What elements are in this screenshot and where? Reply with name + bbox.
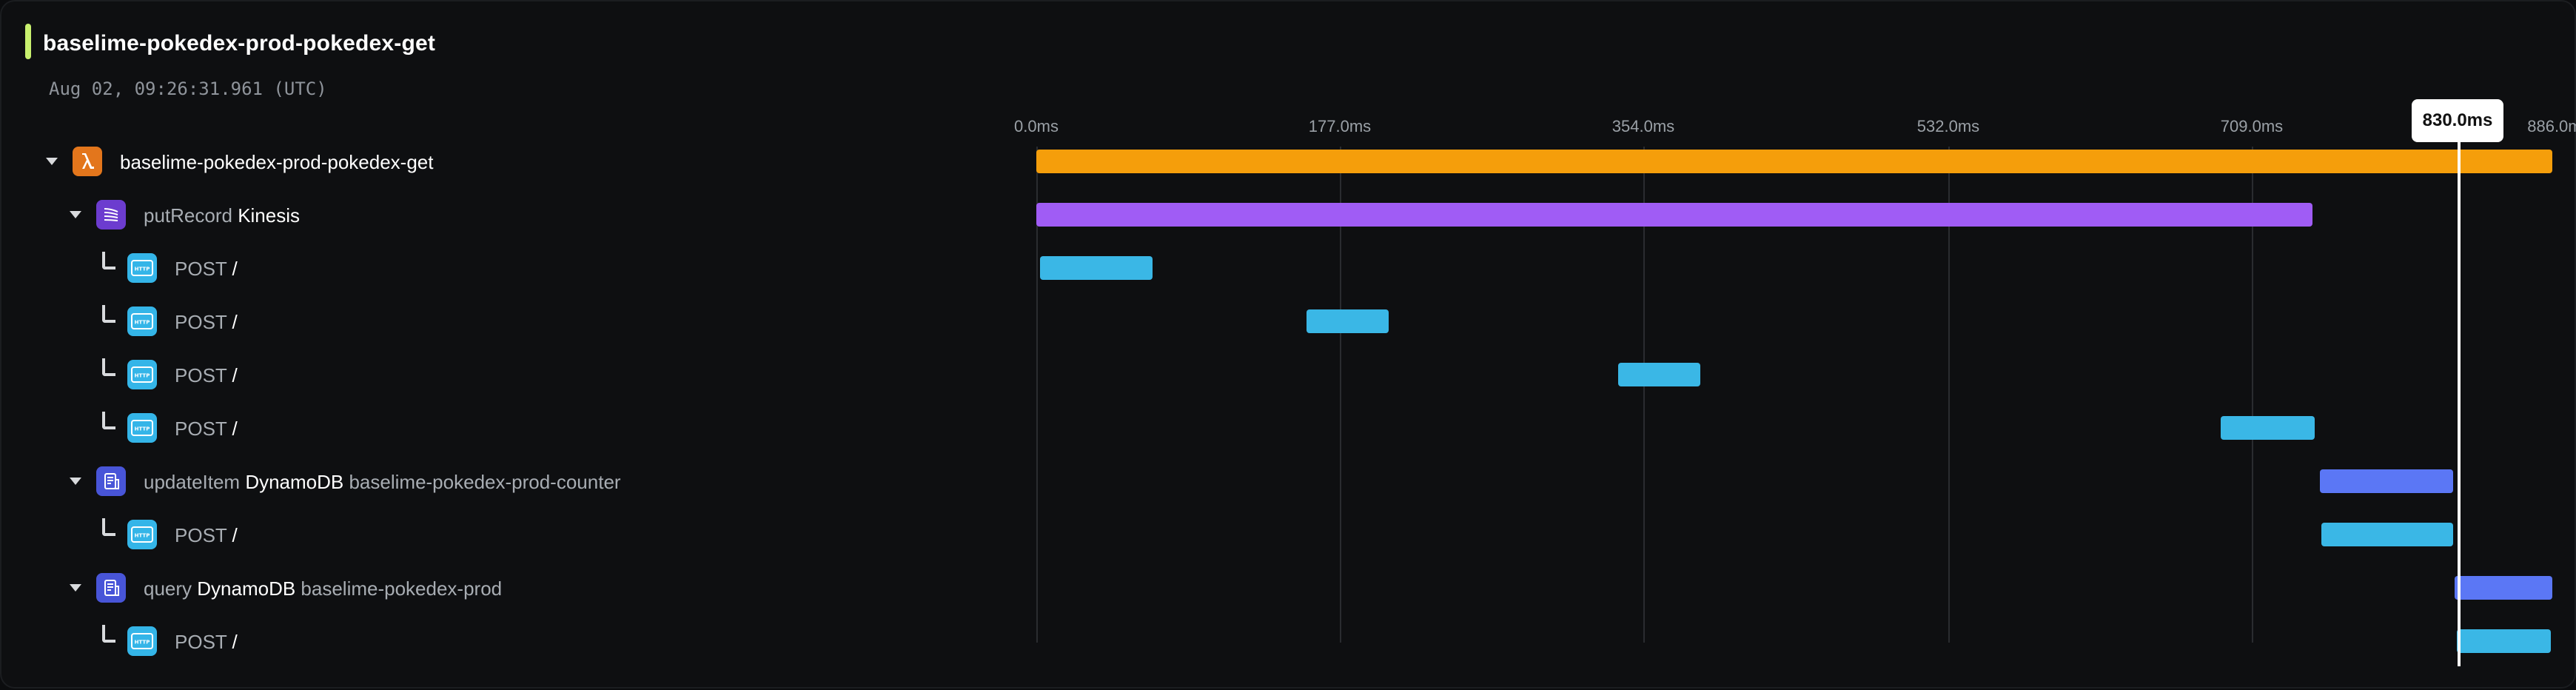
tick-label: 354.0ms (1611, 117, 1675, 135)
gridline (2252, 147, 2253, 643)
tree-connector (102, 305, 115, 323)
span-service: DynamoDB (240, 471, 344, 493)
tree-connector (102, 518, 115, 536)
span-bar[interactable] (1039, 256, 1153, 280)
span-bar[interactable] (2321, 523, 2453, 546)
trace-timestamp: Aug 02, 09:26:31.961 (UTC) (49, 78, 327, 99)
http-icon: HTTP (127, 253, 157, 283)
http-icon: HTTP (127, 307, 157, 336)
tree-connector (102, 358, 115, 376)
span-bar[interactable] (2455, 576, 2552, 600)
span-label[interactable]: POST / (175, 418, 238, 441)
http-icon: HTTP (127, 413, 157, 443)
span-service: / (227, 258, 238, 280)
http-icon: HTTP (127, 520, 157, 549)
span-operation: POST (175, 418, 227, 440)
span-bar[interactable] (2220, 416, 2315, 440)
span-operation: POST (175, 524, 227, 546)
tick-label: 0.0ms (1014, 117, 1059, 135)
svg-text:HTTP: HTTP (135, 320, 150, 326)
lambda-icon (73, 147, 102, 176)
span-service: Kinesis (232, 204, 301, 227)
http-icon: HTTP (127, 360, 157, 389)
expand-caret-icon[interactable] (70, 211, 81, 218)
svg-text:HTTP: HTTP (135, 640, 150, 646)
span-service: DynamoDB (192, 577, 296, 600)
svg-text:HTTP: HTTP (135, 533, 150, 539)
tick-label: 532.0ms (1916, 117, 1980, 135)
span-bar[interactable] (2319, 469, 2453, 493)
span-operation: POST (175, 631, 227, 653)
span-label[interactable]: POST / (175, 311, 238, 334)
span-operation: query (144, 577, 192, 600)
expand-caret-icon[interactable] (70, 478, 81, 485)
span-label[interactable]: POST / (175, 364, 238, 387)
span-operation: baselime-pokedex-prod-pokedex-get (120, 151, 434, 173)
dynamodb-icon (96, 573, 126, 603)
tree-connector (102, 412, 115, 429)
span-bar[interactable] (1307, 309, 1389, 333)
span-operation: putRecord (144, 204, 232, 227)
http-icon: HTTP (127, 626, 157, 656)
expand-caret-icon[interactable] (46, 158, 58, 165)
span-service: / (227, 524, 238, 546)
timeline-cursor[interactable] (2458, 141, 2461, 666)
span-service: / (227, 364, 238, 386)
tree-connector (102, 252, 115, 269)
span-service: / (227, 418, 238, 440)
expand-caret-icon[interactable] (70, 584, 81, 592)
span-label[interactable]: POST / (175, 258, 238, 281)
span-operation: POST (175, 258, 227, 280)
gridline (1340, 147, 1341, 643)
span-label[interactable]: query DynamoDB baselime-pokedex-prod (144, 577, 502, 600)
span-operation: POST (175, 364, 227, 386)
dynamodb-icon (96, 466, 126, 496)
span-bar[interactable] (1617, 363, 1700, 386)
timeline-cursor-label: 830.0ms (2412, 99, 2503, 142)
gridline (1948, 147, 1950, 643)
tick-label: 886.0ms (2527, 117, 2576, 135)
span-bar[interactable] (1036, 150, 2552, 173)
span-bar[interactable] (1036, 203, 2313, 227)
span-resource: baselime-pokedex-prod (295, 577, 503, 600)
trace-title: baselime-pokedex-prod-pokedex-get (43, 31, 436, 56)
span-service: / (227, 631, 238, 653)
span-label[interactable]: POST / (175, 524, 238, 547)
span-service: / (227, 311, 238, 333)
title-accent-bar (25, 24, 31, 59)
span-label[interactable]: POST / (175, 631, 238, 654)
svg-text:HTTP: HTTP (135, 267, 150, 272)
gridline (1643, 147, 1645, 643)
kinesis-icon (96, 200, 126, 230)
span-label[interactable]: putRecord Kinesis (144, 204, 300, 227)
span-label[interactable]: updateItem DynamoDB baselime-pokedex-pro… (144, 471, 621, 494)
tick-label: 177.0ms (1308, 117, 1372, 135)
span-operation: updateItem (144, 471, 241, 493)
svg-text:HTTP: HTTP (135, 426, 150, 432)
span-operation: POST (175, 311, 227, 333)
span-label[interactable]: baselime-pokedex-prod-pokedex-get (120, 151, 433, 174)
span-resource: baselime-pokedex-prod-counter (343, 471, 621, 493)
tree-connector (102, 625, 115, 643)
gridline (1036, 147, 1038, 643)
svg-text:HTTP: HTTP (135, 373, 150, 379)
tick-label: 709.0ms (2220, 117, 2284, 135)
span-bar[interactable] (2456, 629, 2551, 653)
